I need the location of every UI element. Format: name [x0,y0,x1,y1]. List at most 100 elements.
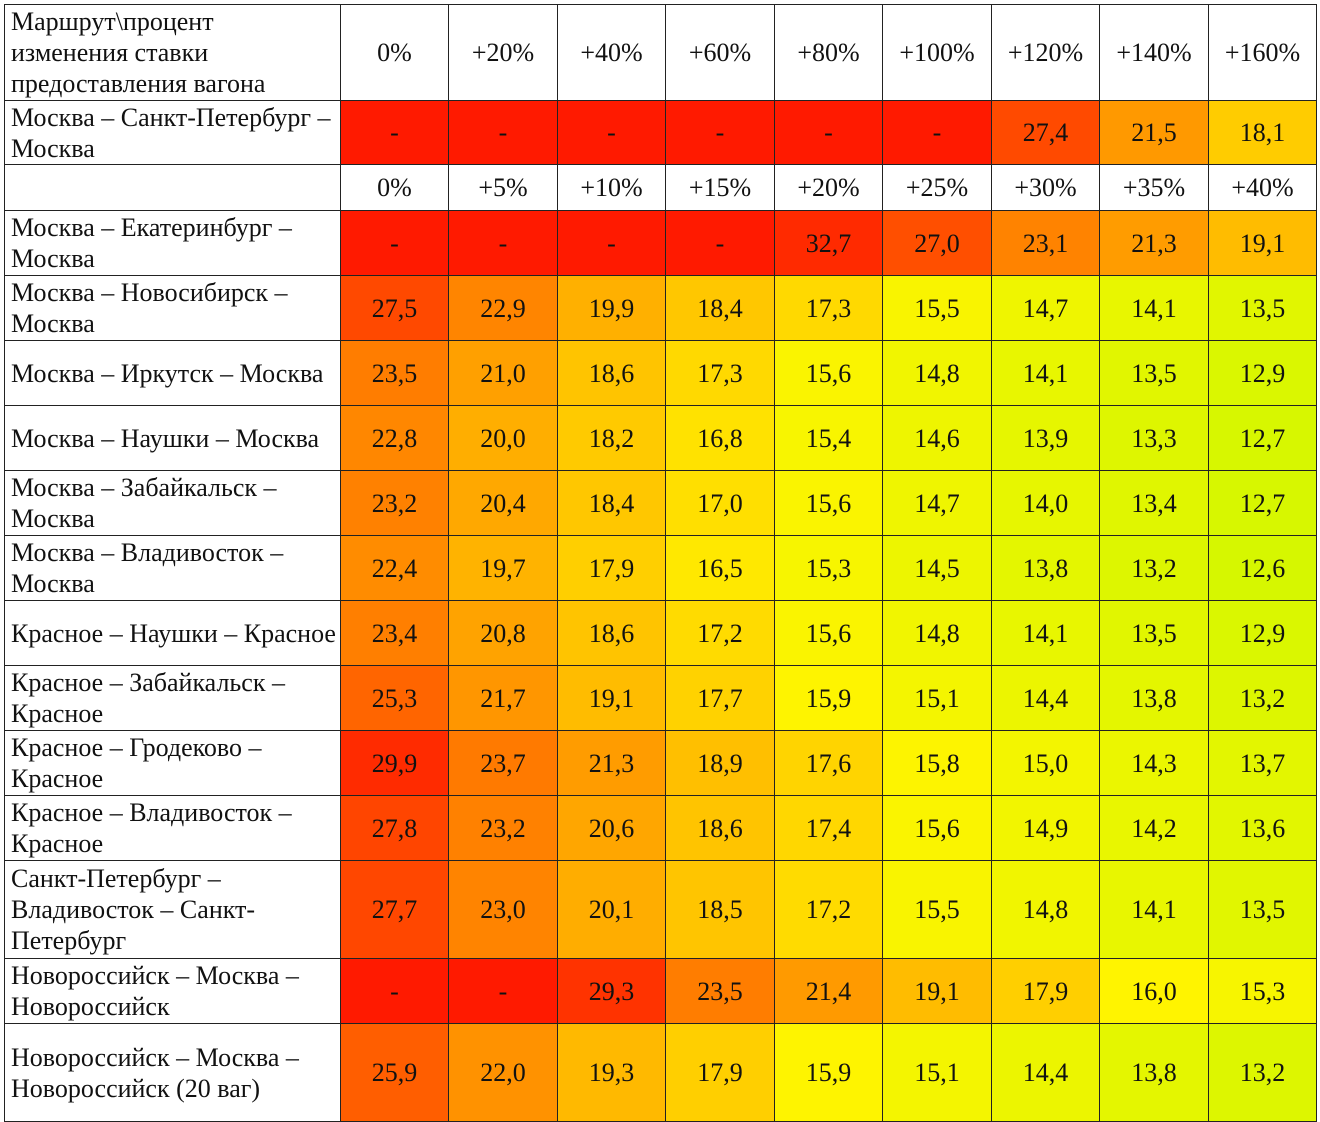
table-row: Москва – Забайкальск – Москва 23,2 20,4 18,… [4,470,1317,536]
value-cell: 17,3 [774,275,883,341]
value-cell: - [774,100,883,165]
value-cell: 15,1 [882,665,992,731]
value-cell: 19,3 [557,1023,666,1122]
value-cell: 17,9 [557,535,666,601]
value-cell: 29,3 [557,958,666,1024]
value-cell: 21,3 [1099,210,1209,276]
value-cell: 15,9 [774,665,883,731]
value-cell: - [448,958,558,1024]
table-row: Красное – Гродеково – Красное 29,9 23,7 21,… [4,730,1317,796]
subheader-cell: +20% [774,164,883,211]
value-cell: 15,6 [774,470,883,536]
value-cell: 27,7 [340,860,449,959]
value-cell: 14,1 [991,600,1100,666]
value-cell: 17,3 [665,340,775,406]
header-cell: +100% [882,4,992,101]
value-cell: 19,1 [1208,210,1317,276]
value-cell: - [340,100,449,165]
header-cell: +80% [774,4,883,101]
value-cell: 18,6 [665,795,775,861]
value-cell: 14,8 [882,600,992,666]
value-cell: 21,0 [448,340,558,406]
value-cell: 13,2 [1099,535,1209,601]
value-cell: 23,7 [448,730,558,796]
value-cell: 23,5 [665,958,775,1024]
value-cell: 12,9 [1208,340,1317,406]
route-label: Новороссийск – Москва – Новороссийск [4,958,341,1024]
subheader-cell: 0% [340,164,449,211]
value-cell: 18,1 [1208,100,1317,165]
value-cell: 15,6 [774,340,883,406]
value-cell: - [340,958,449,1024]
value-cell: 23,2 [448,795,558,861]
subheader-row: 0% +5% +10% +15% +20% +25% +30% +35% +40… [4,164,1317,211]
value-cell: 15,0 [991,730,1100,796]
value-cell: 14,2 [1099,795,1209,861]
header-cell: 0% [340,4,449,101]
value-cell: 14,7 [882,470,992,536]
value-cell: 15,9 [774,1023,883,1122]
table-body: Маршрут\процент изменения ставки предост… [4,4,1317,1122]
value-cell: - [340,210,449,276]
value-cell: 13,9 [991,405,1100,471]
header-row: Маршрут\процент изменения ставки предост… [4,4,1317,101]
value-cell: 23,2 [340,470,449,536]
value-cell: 23,0 [448,860,558,959]
table-row: Красное – Владивосток – Красное 27,8 23,2 2… [4,795,1317,861]
value-cell: - [882,100,992,165]
value-cell: 18,5 [665,860,775,959]
table-row: Москва – Екатеринбург – Москва - - - -32,7 27… [4,210,1317,276]
value-cell: 17,6 [774,730,883,796]
value-cell: 19,9 [557,275,666,341]
value-cell: 15,5 [882,860,992,959]
route-label: Новороссийск – Москва – Новороссийск (20… [4,1023,341,1122]
route-label: Москва – Екатеринбург – Москва [4,210,341,276]
value-cell: 27,5 [340,275,449,341]
value-cell: 13,5 [1099,340,1209,406]
header-cell: +60% [665,4,775,101]
value-cell: - [665,100,775,165]
table-row: Красное – Забайкальск – Красное 25,3 21,7 1… [4,665,1317,731]
header-cell: +120% [991,4,1100,101]
value-cell: 12,9 [1208,600,1317,666]
value-cell: 18,2 [557,405,666,471]
table-row: Москва – Владивосток – Москва 22,4 19,7 17,… [4,535,1317,601]
value-cell: 18,4 [557,470,666,536]
value-cell: 19,1 [557,665,666,731]
value-cell: 23,1 [991,210,1100,276]
value-cell: 18,4 [665,275,775,341]
value-cell: 13,5 [1208,860,1317,959]
value-cell: 14,7 [991,275,1100,341]
subheader-cell: +25% [882,164,992,211]
value-cell: 18,6 [557,600,666,666]
value-cell: 12,7 [1208,405,1317,471]
value-cell: 13,7 [1208,730,1317,796]
value-cell: 15,3 [774,535,883,601]
value-cell: 13,8 [1099,665,1209,731]
value-cell: 15,6 [774,600,883,666]
header-cell: +20% [448,4,558,101]
route-label: Москва – Санкт-Петербург – Москва [4,100,341,165]
route-label: Санкт-Петербург – Владивосток – Санкт-Пе… [4,860,341,959]
value-cell: 18,6 [557,340,666,406]
value-cell: 12,6 [1208,535,1317,601]
value-cell: 17,2 [665,600,775,666]
value-cell: 17,9 [991,958,1100,1024]
value-cell: 16,5 [665,535,775,601]
value-cell: 16,8 [665,405,775,471]
table-row: Москва – Санкт-Петербург – Москва - - - … [4,100,1317,165]
route-label: Красное – Наушки – Красное [4,600,341,666]
value-cell: - [448,210,558,276]
value-cell: 22,8 [340,405,449,471]
value-cell: - [557,210,666,276]
value-cell: - [557,100,666,165]
header-cell: +140% [1099,4,1209,101]
value-cell: 13,5 [1099,600,1209,666]
value-cell: 20,8 [448,600,558,666]
value-cell: 15,5 [882,275,992,341]
route-label: Красное – Гродеково – Красное [4,730,341,796]
value-cell: 27,4 [991,100,1100,165]
value-cell: 14,5 [882,535,992,601]
value-cell: - [665,210,775,276]
value-cell: 29,9 [340,730,449,796]
